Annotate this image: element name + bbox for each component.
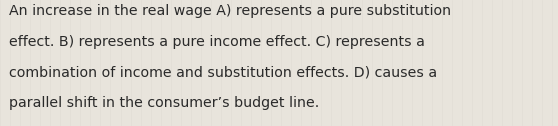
Text: parallel shift in the consumer’s budget line.: parallel shift in the consumer’s budget … bbox=[9, 96, 319, 110]
Text: An increase in the real wage A) represents a pure substitution: An increase in the real wage A) represen… bbox=[9, 4, 451, 18]
Text: combination of income and substitution effects. D) causes a: combination of income and substitution e… bbox=[9, 66, 437, 80]
Text: effect. B) represents a pure income effect. C) represents a: effect. B) represents a pure income effe… bbox=[9, 35, 425, 49]
